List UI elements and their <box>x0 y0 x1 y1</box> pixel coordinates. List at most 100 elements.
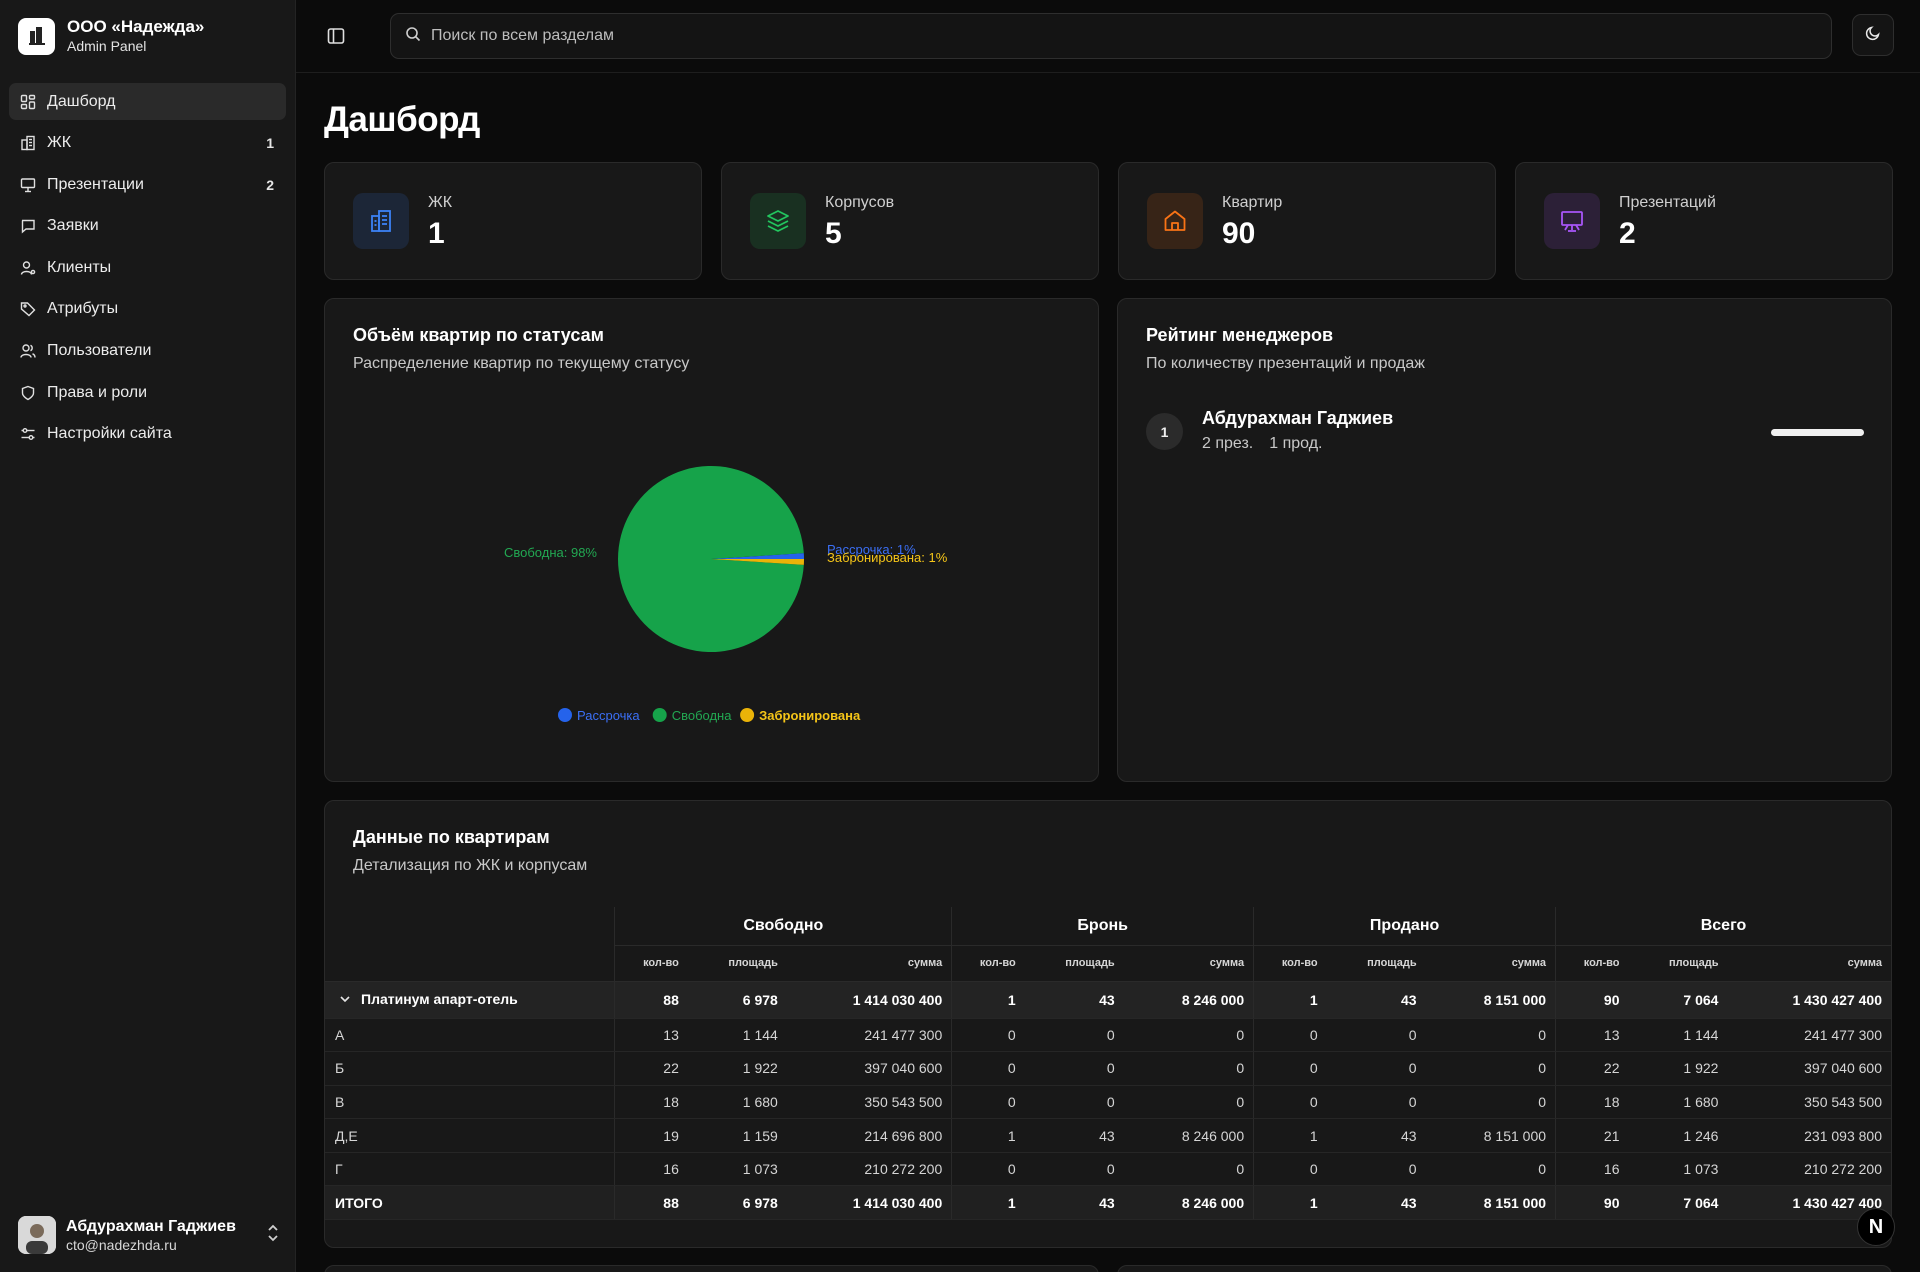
table-cell: 21 <box>1555 1118 1629 1153</box>
table-cell: 88 <box>614 981 688 1019</box>
stat-card[interactable]: Презентаций 2 <box>1515 162 1893 280</box>
pie-slice[interactable] <box>617 465 804 652</box>
table-cell: 241 477 300 <box>1727 1018 1891 1053</box>
stat-value: 90 <box>1222 217 1256 250</box>
table-cell: 88 <box>614 1185 688 1221</box>
column-header[interactable]: сумма <box>786 945 953 982</box>
table-cell: 43 <box>1024 1118 1124 1153</box>
table-cell: 210 272 200 <box>1727 1152 1891 1187</box>
sidebar-item-2[interactable]: Презентации 2 <box>9 166 286 203</box>
table-cell: 1 680 <box>687 1085 787 1120</box>
n-badge[interactable]: N <box>1857 1208 1895 1246</box>
table-cell: 1 144 <box>1628 1018 1728 1053</box>
column-header[interactable]: кол-во <box>1253 945 1327 982</box>
sidebar-item-count: 2 <box>266 176 274 193</box>
column-header[interactable]: кол-во <box>1555 945 1629 982</box>
column-group-header: Свободно <box>614 907 953 946</box>
stat-card[interactable]: Квартир 90 <box>1118 162 1496 280</box>
chevron-down-icon[interactable] <box>339 992 351 1008</box>
table-cell: 6 978 <box>687 1185 787 1221</box>
column-header[interactable]: сумма <box>1123 945 1255 982</box>
table-cell: 0 <box>1024 1018 1124 1053</box>
table-cell: 1 073 <box>687 1152 787 1187</box>
column-header[interactable]: площадь <box>1024 945 1124 982</box>
search-bar[interactable] <box>390 13 1832 59</box>
column-header[interactable]: площадь <box>1326 945 1426 982</box>
table-cell: 1 922 <box>687 1051 787 1086</box>
brand[interactable]: ООО «Надежда» Admin Panel <box>18 17 204 55</box>
pie-slice[interactable] <box>711 559 804 565</box>
table-cell: 8 151 000 <box>1425 1185 1557 1221</box>
sidebar-item-label: Права и роли <box>47 383 148 401</box>
sidebar-item-4[interactable]: Клиенты <box>9 249 286 286</box>
sidebar-item-8[interactable]: Настройки сайта <box>9 416 286 453</box>
row-name-cell: Д,Е <box>325 1118 616 1153</box>
column-header[interactable]: площадь <box>687 945 787 982</box>
table-cell: 397 040 600 <box>1727 1051 1891 1086</box>
legend-label[interactable]: Свободна <box>672 708 733 723</box>
pie-slice-label: Рассрочка: 1% <box>827 542 916 557</box>
table-card-title: Данные по квартирам <box>353 827 550 847</box>
settings-icon <box>19 425 37 443</box>
table-cell: 1 <box>1253 1118 1327 1153</box>
table-cell: 0 <box>1326 1152 1426 1187</box>
pie-slice[interactable] <box>711 553 804 559</box>
topbar <box>296 0 1920 73</box>
table-cell: 0 <box>1123 1152 1255 1187</box>
table-cell: 0 <box>1123 1051 1255 1086</box>
table-cell: 0 <box>1326 1018 1426 1053</box>
stat-value: 1 <box>428 217 445 250</box>
table-cell: 1 <box>1253 1185 1327 1221</box>
table-cell: 8 246 000 <box>1123 1185 1255 1221</box>
sidebar-item-1[interactable]: ЖК 1 <box>9 125 286 162</box>
table-cell: 1 073 <box>1628 1152 1728 1187</box>
search-input[interactable] <box>431 27 1731 45</box>
row-name: Д,Е <box>335 1127 358 1144</box>
user-email: cto@nadezhda.ru <box>66 1236 177 1253</box>
stat-card[interactable]: ЖК 1 <box>324 162 702 280</box>
table-row[interactable]: Платинум апарт-отель 88 6 978 1 414 030 400… <box>325 981 1891 1019</box>
pie-slice-label: Свободна: 98% <box>504 545 597 560</box>
sidebar-item-7[interactable]: Права и роли <box>9 374 286 411</box>
table-cell: 0 <box>1024 1051 1124 1086</box>
sidebar-item-3[interactable]: Заявки <box>9 208 286 245</box>
user-menu[interactable]: Абдурахман Гаджиев cto@nadezhda.ru <box>18 1214 280 1256</box>
table-cell: 7 064 <box>1628 981 1728 1019</box>
table-cell: 1 430 427 400 <box>1727 1185 1891 1221</box>
table-cell: 1 144 <box>687 1018 787 1053</box>
table-cell: 13 <box>614 1018 688 1053</box>
column-header[interactable]: сумма <box>1727 945 1891 982</box>
row-name: В <box>335 1093 345 1110</box>
sidebar-item-label: Презентации <box>47 175 144 193</box>
column-header[interactable]: площадь <box>1628 945 1728 982</box>
column-header[interactable]: кол-во <box>614 945 688 982</box>
table-cell: 1 <box>1253 981 1327 1019</box>
search-icon <box>405 26 421 47</box>
table-cell: 0 <box>1253 1018 1327 1053</box>
stat-card[interactable]: Корпусов 5 <box>721 162 1099 280</box>
manager-progress-fill <box>1771 429 1864 436</box>
manager-rating-card: Рейтинг менеджеров По количеству презент… <box>1117 298 1892 782</box>
user-name: Абдурахман Гаджиев <box>66 1217 236 1235</box>
sidebar-item-6[interactable]: Пользователи <box>9 333 286 370</box>
table-cell: 7 064 <box>1628 1185 1728 1221</box>
theme-toggle-button[interactable] <box>1852 14 1894 56</box>
legend-label[interactable]: Забронирована <box>759 708 861 723</box>
row-name-cell: Г <box>325 1152 616 1187</box>
sidebar-toggle-icon[interactable] <box>324 24 348 48</box>
table-cell: 90 <box>1555 981 1629 1019</box>
table-cell: 0 <box>951 1051 1025 1086</box>
stat-label: Презентаций <box>1619 194 1716 211</box>
column-group-header: Бронь <box>951 907 1255 946</box>
row-name: Платинум апарт-отель <box>361 990 518 1007</box>
table-cell: 18 <box>614 1085 688 1120</box>
column-header[interactable]: кол-во <box>951 945 1025 982</box>
presentation-icon <box>19 176 37 194</box>
column-header[interactable]: сумма <box>1425 945 1557 982</box>
chevron-updown-icon[interactable] <box>266 1224 280 1247</box>
legend-label[interactable]: Рассрочка <box>577 708 640 723</box>
sidebar-item-0[interactable]: Дашборд <box>9 83 286 120</box>
rating-card-title: Рейтинг менеджеров <box>1146 325 1334 345</box>
table-cell: 6 978 <box>687 981 787 1019</box>
sidebar-item-5[interactable]: Атрибуты <box>9 291 286 328</box>
